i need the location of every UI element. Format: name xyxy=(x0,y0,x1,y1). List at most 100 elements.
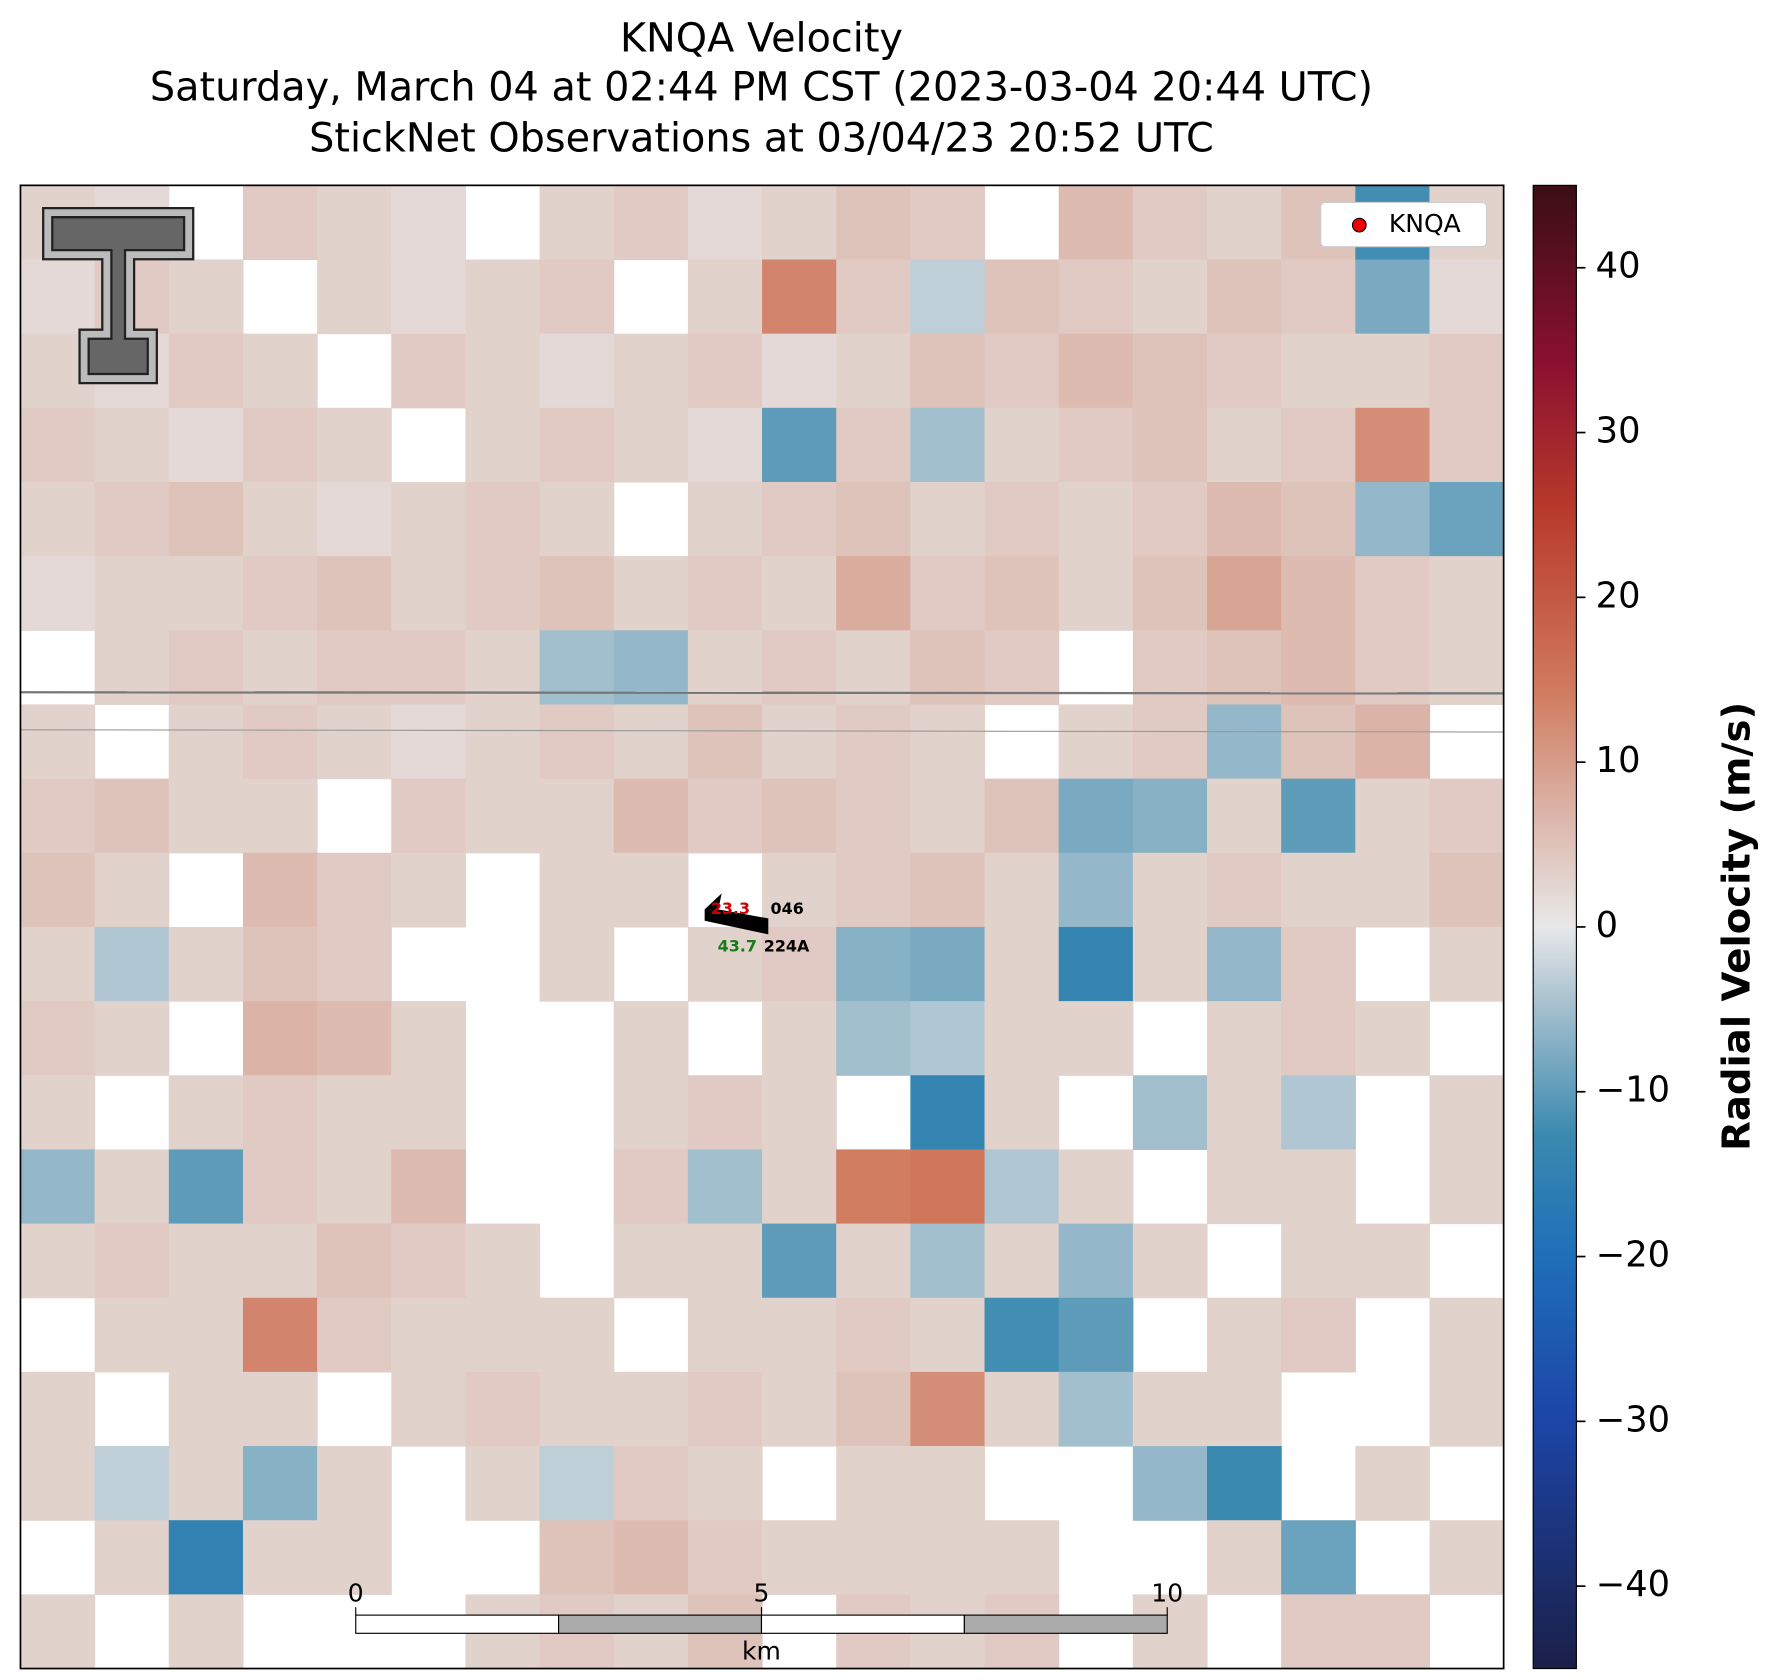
velocity-cell xyxy=(984,1001,1060,1076)
velocity-cell xyxy=(465,259,541,335)
velocity-cell xyxy=(94,926,170,1002)
velocity-cell xyxy=(1429,333,1504,409)
dewpoint: 43.7 xyxy=(718,936,757,955)
velocity-cell xyxy=(687,1446,763,1521)
temperature: 23.3 xyxy=(711,899,750,918)
velocity-cell xyxy=(984,407,1060,483)
velocity-cell xyxy=(465,630,541,706)
velocity-cell xyxy=(1355,407,1431,483)
velocity-cell xyxy=(242,852,318,928)
legend-label: KNQA xyxy=(1389,209,1461,238)
velocity-cell xyxy=(762,333,837,409)
velocity-cell xyxy=(391,1371,466,1447)
velocity-cell xyxy=(984,926,1060,1002)
velocity-cell xyxy=(539,926,615,1002)
velocity-cell xyxy=(1281,1297,1356,1373)
velocity-cell xyxy=(762,1371,837,1447)
radar-field xyxy=(20,185,1504,1669)
velocity-cell xyxy=(687,704,763,780)
velocity-cell xyxy=(613,1075,689,1150)
velocity-cell xyxy=(836,1223,911,1299)
velocity-cell xyxy=(20,259,96,335)
velocity-cell xyxy=(613,407,689,483)
velocity-cell xyxy=(1429,1075,1504,1150)
velocity-cell xyxy=(242,1223,318,1299)
velocity-cell xyxy=(242,1149,318,1225)
scale-tick-label: 0 xyxy=(348,1579,364,1608)
velocity-cell xyxy=(465,778,541,854)
velocity-cell xyxy=(1207,1297,1282,1373)
velocity-cell xyxy=(613,852,689,928)
scale-unit: km xyxy=(742,1637,781,1666)
velocity-cell xyxy=(1429,1149,1504,1225)
velocity-cell xyxy=(391,333,466,409)
velocity-cell xyxy=(539,1520,615,1595)
velocity-cell xyxy=(1355,259,1431,335)
velocity-cell xyxy=(465,407,541,483)
velocity-cell xyxy=(242,1001,318,1076)
velocity-cell xyxy=(168,481,244,557)
velocity-cell xyxy=(984,556,1060,631)
colorbar-tick-label: 20 xyxy=(1596,575,1641,616)
velocity-cell xyxy=(539,185,615,261)
velocity-cell xyxy=(984,259,1060,335)
velocity-cell xyxy=(1281,259,1356,335)
velocity-cell xyxy=(762,407,837,483)
velocity-cell xyxy=(391,1075,466,1150)
velocity-cell xyxy=(1281,1594,1356,1669)
velocity-cell xyxy=(762,259,837,335)
velocity-cell xyxy=(910,704,986,780)
velocity-cell xyxy=(984,778,1060,854)
scale-tick-label: 10 xyxy=(1151,1579,1183,1608)
velocity-cell xyxy=(1207,259,1282,335)
velocity-cell xyxy=(94,556,170,631)
velocity-cell xyxy=(168,1149,244,1225)
velocity-cell xyxy=(391,704,466,780)
velocity-cell xyxy=(391,185,466,261)
velocity-cell xyxy=(391,481,466,557)
velocity-cell xyxy=(1281,1149,1356,1225)
colorbar-tick-label: 10 xyxy=(1596,740,1641,781)
velocity-cell xyxy=(168,1594,244,1669)
velocity-cell xyxy=(1058,1297,1134,1373)
velocity-cell xyxy=(20,481,96,557)
velocity-cell xyxy=(910,185,986,261)
velocity-cell xyxy=(910,852,986,928)
velocity-cell xyxy=(168,926,244,1002)
velocity-cell xyxy=(762,704,837,780)
boundary xyxy=(20,729,1504,733)
velocity-cell xyxy=(1058,1223,1134,1299)
velocity-cell xyxy=(687,926,763,1002)
velocity-cell xyxy=(1281,704,1356,780)
velocity-cell xyxy=(687,407,763,483)
velocity-cell xyxy=(1207,1149,1282,1225)
velocity-cell xyxy=(984,333,1060,409)
velocity-cell xyxy=(242,704,318,780)
velocity-cell xyxy=(836,259,911,335)
velocity-cell xyxy=(242,1446,318,1521)
colorbar-tick-label: −10 xyxy=(1596,1070,1670,1111)
velocity-cell xyxy=(168,556,244,631)
velocity-cell xyxy=(836,1149,911,1225)
velocity-cell xyxy=(910,1297,986,1373)
velocity-cell xyxy=(687,185,763,261)
velocity-cell xyxy=(1429,481,1504,557)
velocity-cell xyxy=(94,1149,170,1225)
velocity-cell xyxy=(94,1520,170,1595)
velocity-cell xyxy=(539,704,615,780)
velocity-cell xyxy=(762,481,837,557)
velocity-cell xyxy=(94,481,170,557)
velocity-cell xyxy=(910,926,986,1002)
velocity-cell xyxy=(984,1520,1060,1595)
velocity-cell xyxy=(1058,259,1134,335)
velocity-cell xyxy=(613,1520,689,1595)
velocity-cell xyxy=(1058,481,1134,557)
velocity-cell xyxy=(317,704,392,780)
velocity-cell xyxy=(910,556,986,631)
velocity-cell xyxy=(168,630,244,706)
legend-marker xyxy=(1351,217,1367,233)
velocity-cell xyxy=(1132,778,1208,854)
velocity-cell xyxy=(168,333,244,409)
velocity-cell xyxy=(465,556,541,631)
velocity-cell xyxy=(1281,852,1356,928)
